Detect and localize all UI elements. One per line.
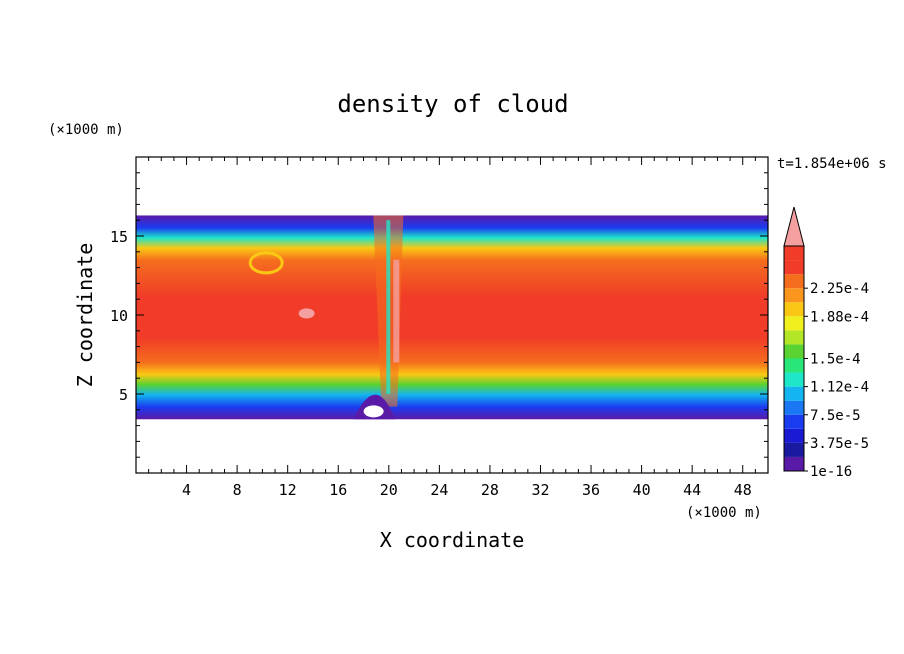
colorbar-swatch — [784, 414, 804, 429]
colorbar-swatch — [784, 456, 804, 471]
x-tick-label: 32 — [531, 481, 549, 499]
colorbar-label: 7.5e-5 — [810, 408, 861, 424]
colorbar-over-triangle — [783, 206, 805, 247]
clear-air-pocket — [363, 405, 384, 418]
plot-area — [136, 215, 768, 420]
colorbar-swatch — [784, 386, 804, 401]
y-axis: 5 10 15 — [110, 172, 768, 458]
maximum-patch — [298, 308, 315, 319]
colorbar-swatch — [784, 288, 804, 303]
y-tick-label: 10 — [110, 307, 128, 325]
x-tick-label: 44 — [683, 481, 701, 499]
x-tick-label: 24 — [430, 481, 448, 499]
colorbar-label: 1.88e-4 — [810, 309, 869, 325]
x-tick-label: 16 — [329, 481, 347, 499]
x-tick-label: 40 — [633, 481, 651, 499]
updraft-edge — [386, 220, 391, 394]
x-tick-label: 20 — [380, 481, 398, 499]
y-tick-label: 5 — [119, 386, 128, 404]
colorbar-label: 1e-16 — [810, 464, 852, 480]
colorbar-swatch — [784, 246, 804, 261]
colorbar-swatch — [784, 316, 804, 331]
x-tick-label: 48 — [734, 481, 752, 499]
colorbar-swatch — [784, 260, 804, 275]
x-tick-label: 4 — [182, 481, 191, 499]
y-axis-label: Z coordinate — [73, 243, 97, 388]
chart-title: density of cloud — [337, 90, 568, 118]
y-unit-label: (×1000 m) — [48, 122, 124, 138]
colorbar-swatch — [784, 274, 804, 289]
x-axis: 4 8 12 16 20 24 28 32 36 40 44 48 — [148, 157, 756, 499]
x-tick-label: 28 — [481, 481, 499, 499]
colorbar-label: 1.5e-4 — [810, 352, 861, 368]
colorbar-label: 1.12e-4 — [810, 380, 869, 396]
x-tick-label: 8 — [233, 481, 242, 499]
cloud-field — [136, 215, 768, 420]
colorbar-label: 3.75e-5 — [810, 436, 869, 452]
x-unit-label: (×1000 m) — [686, 505, 762, 521]
colorbar-label: 2.25e-4 — [810, 281, 869, 297]
x-tick-label: 12 — [279, 481, 297, 499]
colorbar-frame — [783, 245, 805, 472]
colorbar-swatch — [784, 358, 804, 373]
colorbar-swatch — [784, 330, 804, 345]
colorbar-swatch — [784, 344, 804, 359]
colorbar-swatch — [784, 302, 804, 317]
vortex-ring — [248, 251, 284, 275]
colorbar-swatch — [784, 428, 804, 443]
updraft-maximum — [393, 259, 400, 363]
colorbar-swatch — [784, 400, 804, 415]
time-label: t=1.854e+06 s — [777, 156, 887, 172]
x-tick-label: 36 — [582, 481, 600, 499]
colorbar-swatch — [784, 442, 804, 457]
colorbar: 1e-16 3.75e-5 7.5e-5 1.12e-4 1.5e-4 1.88e-4 2.… — [783, 206, 869, 480]
x-axis-label: X coordinate — [380, 528, 525, 552]
y-tick-label: 15 — [110, 228, 128, 246]
colorbar-swatch — [784, 372, 804, 387]
